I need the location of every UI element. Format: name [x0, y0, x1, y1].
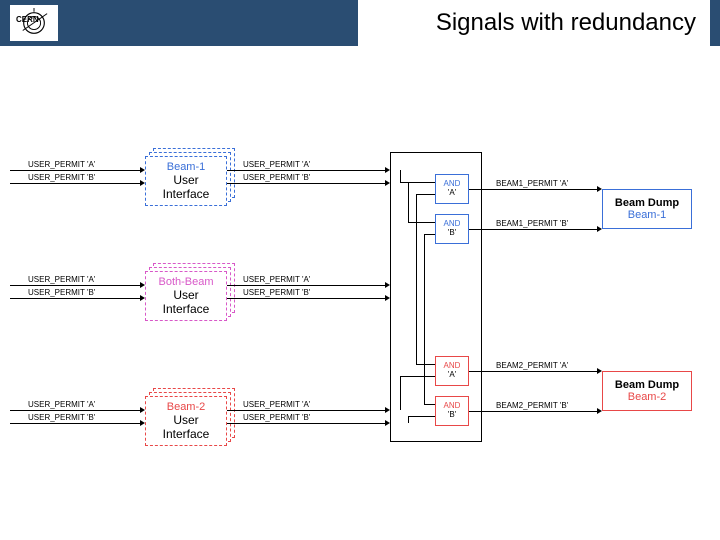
out1a-label: BEAM1_PERMIT 'A' [496, 179, 568, 188]
beam-dump-1: Beam Dump Beam-1 [602, 189, 692, 229]
both-mid-b-label: USER_PERMIT 'B' [243, 288, 310, 297]
and-1a-bot: 'A' [448, 189, 456, 198]
and-1b-bot: 'B' [448, 229, 456, 238]
out1b-label: BEAM1_PERMIT 'B' [496, 219, 568, 228]
wire [424, 298, 425, 404]
and-2a: AND 'A' [435, 356, 469, 386]
beam1-in-b-label: USER_PERMIT 'B' [28, 173, 95, 182]
dump1-l1: Beam Dump [615, 197, 679, 209]
both-sub1: User [173, 288, 198, 302]
beam2-user-interface: Beam-2 User Interface [145, 396, 227, 446]
wire [416, 364, 435, 365]
beam2-mid-a-label: USER_PERMIT 'A' [243, 400, 310, 409]
beam2-in-b-line [10, 423, 140, 424]
wire [408, 222, 435, 223]
both-mid-a-label: USER_PERMIT 'A' [243, 275, 310, 284]
beam1-title: Beam-1 [167, 161, 206, 173]
and-2b-bot: 'B' [448, 411, 456, 420]
wire [408, 416, 435, 417]
both-in-b-line [10, 298, 140, 299]
wire [424, 234, 425, 298]
beam2-in-a-line [10, 410, 140, 411]
out1b-line [469, 229, 597, 230]
beam2-mid-b-label: USER_PERMIT 'B' [243, 413, 310, 422]
beam2-mid-b-line [227, 423, 385, 424]
cern-logo: CERN [10, 5, 58, 41]
beam1-in-a-line [10, 170, 140, 171]
out2a-label: BEAM2_PERMIT 'A' [496, 361, 568, 370]
and-1b: AND 'B' [435, 214, 469, 244]
header: CERN Signals with redundancy [0, 0, 720, 46]
both-user-interface: Both-Beam User Interface [145, 271, 227, 321]
page-title: Signals with redundancy [358, 0, 710, 46]
beam1-sub1: User [173, 173, 198, 187]
out1a-line [469, 189, 597, 190]
wire [400, 182, 435, 183]
wire [424, 234, 435, 235]
beam1-mid-a-line [227, 170, 385, 171]
wire [400, 170, 401, 182]
both-sub2: Interface [163, 302, 210, 316]
beam1-in-a-label: USER_PERMIT 'A' [28, 160, 95, 169]
wire [424, 404, 435, 405]
wire [400, 376, 435, 377]
diagram-canvas: Beam-1 User Interface USER_PERMIT 'A' US… [0, 46, 720, 540]
beam1-mid-b-line [227, 183, 385, 184]
beam2-title: Beam-2 [167, 401, 206, 413]
dump2-l1: Beam Dump [615, 379, 679, 391]
beam1-sub2: Interface [163, 187, 210, 201]
wire [416, 285, 417, 364]
both-in-a-label: USER_PERMIT 'A' [28, 275, 95, 284]
beam2-sub2: Interface [163, 427, 210, 441]
both-in-a-line [10, 285, 140, 286]
both-mid-a-line [227, 285, 385, 286]
wire [416, 194, 417, 285]
dump2-l2: Beam-2 [628, 391, 667, 403]
both-in-b-label: USER_PERMIT 'B' [28, 288, 95, 297]
beam2-in-a-label: USER_PERMIT 'A' [28, 400, 95, 409]
wire [416, 194, 435, 195]
beam1-mid-a-label: USER_PERMIT 'A' [243, 160, 310, 169]
beam2-mid-a-line [227, 410, 385, 411]
logo-text: CERN [16, 15, 39, 24]
wire [408, 183, 409, 222]
and-1a: AND 'A' [435, 174, 469, 204]
out2a-line [469, 371, 597, 372]
beam2-sub1: User [173, 413, 198, 427]
and-2a-bot: 'A' [448, 371, 456, 380]
beam1-in-b-line [10, 183, 140, 184]
and-2b: AND 'B' [435, 396, 469, 426]
wire [400, 376, 401, 410]
beam2-in-b-label: USER_PERMIT 'B' [28, 413, 95, 422]
beam1-mid-b-label: USER_PERMIT 'B' [243, 173, 310, 182]
wire [408, 416, 409, 423]
out2b-label: BEAM2_PERMIT 'B' [496, 401, 568, 410]
both-title: Both-Beam [158, 276, 213, 288]
beam-dump-2: Beam Dump Beam-2 [602, 371, 692, 411]
both-mid-b-line [227, 298, 385, 299]
out2b-line [469, 411, 597, 412]
beam1-user-interface: Beam-1 User Interface [145, 156, 227, 206]
dump1-l2: Beam-1 [628, 209, 667, 221]
